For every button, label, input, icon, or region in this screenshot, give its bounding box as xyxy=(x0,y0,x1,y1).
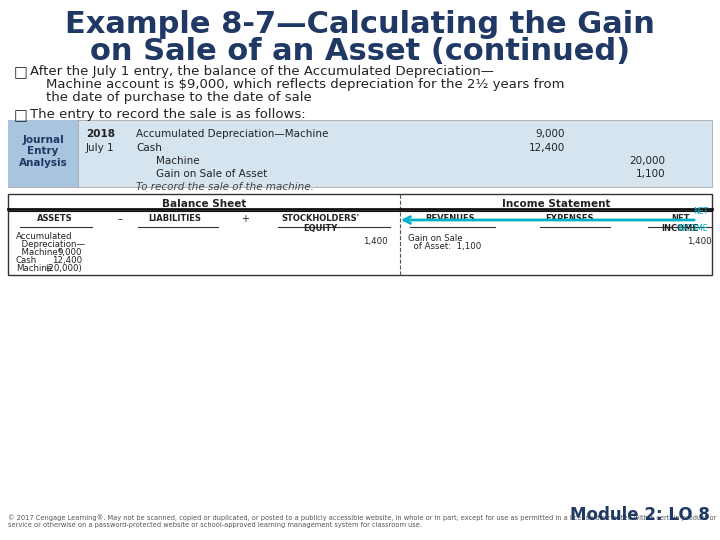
Bar xyxy=(8,120,712,187)
Text: □: □ xyxy=(14,108,28,123)
Text: 9,000: 9,000 xyxy=(58,248,82,257)
Text: Module 2: LO 8: Module 2: LO 8 xyxy=(570,506,710,524)
Text: □: □ xyxy=(14,65,28,80)
Text: Gain on Sale of Asset: Gain on Sale of Asset xyxy=(156,169,267,179)
Text: Balance Sheet: Balance Sheet xyxy=(162,199,246,209)
Text: 1,400: 1,400 xyxy=(364,237,388,246)
Text: 12,400: 12,400 xyxy=(52,256,82,265)
Text: (20,000): (20,000) xyxy=(45,264,82,273)
Text: After the July 1 entry, the balance of the Accumulated Depreciation—: After the July 1 entry, the balance of t… xyxy=(30,65,494,78)
Text: © 2017 Cengage Learning®. May not be scanned, copied or duplicated, or posted to: © 2017 Cengage Learning®. May not be sca… xyxy=(8,514,716,528)
Text: The entry to record the sale is as follows:: The entry to record the sale is as follo… xyxy=(30,108,305,121)
Text: NET
INCOME: NET INCOME xyxy=(662,214,698,233)
Text: 9,000: 9,000 xyxy=(536,129,565,139)
Text: STOCKHOLDERS'
EQUITY: STOCKHOLDERS' EQUITY xyxy=(281,214,359,233)
Bar xyxy=(8,120,78,187)
Bar xyxy=(8,194,712,275)
Text: INCOME: INCOME xyxy=(678,224,708,233)
Text: of Asset:  1,100: of Asset: 1,100 xyxy=(408,242,481,251)
Text: Cash: Cash xyxy=(136,143,162,153)
Text: +: + xyxy=(241,214,249,224)
Text: –: – xyxy=(633,214,637,224)
Text: July 1: July 1 xyxy=(86,143,114,153)
Text: Journal
Entry
Analysis: Journal Entry Analysis xyxy=(19,135,68,168)
Text: Income Statement: Income Statement xyxy=(502,199,611,209)
Text: REVENUES: REVENUES xyxy=(426,214,474,223)
Text: Accumulated: Accumulated xyxy=(16,232,73,241)
Text: 2018: 2018 xyxy=(86,129,115,139)
Text: Machine: Machine xyxy=(156,156,199,166)
Text: Gain on Sale: Gain on Sale xyxy=(408,234,463,243)
Text: on Sale of an Asset (continued): on Sale of an Asset (continued) xyxy=(90,37,630,66)
Text: 1,100: 1,100 xyxy=(635,169,665,179)
Text: the date of purchase to the date of sale: the date of purchase to the date of sale xyxy=(46,91,312,104)
Text: To record the sale of the machine.: To record the sale of the machine. xyxy=(136,182,314,192)
Text: Machine*: Machine* xyxy=(16,248,62,257)
Text: Accumulated Depreciation—Machine: Accumulated Depreciation—Machine xyxy=(136,129,328,139)
Text: 1,400: 1,400 xyxy=(688,237,712,246)
Text: Example 8-7—Calculating the Gain: Example 8-7—Calculating the Gain xyxy=(65,10,655,39)
Text: Machine: Machine xyxy=(16,264,53,273)
Text: LIABILITIES: LIABILITIES xyxy=(148,214,202,223)
Text: 20,000: 20,000 xyxy=(629,156,665,166)
Text: Machine account is $9,000, which reflects depreciation for the 2½ years from: Machine account is $9,000, which reflect… xyxy=(46,78,564,91)
Text: NET: NET xyxy=(693,207,708,216)
Text: –: – xyxy=(521,214,526,224)
Text: ASSETS: ASSETS xyxy=(37,214,73,223)
Text: EXPENSES: EXPENSES xyxy=(546,214,594,223)
Text: Depreciation—: Depreciation— xyxy=(16,240,85,249)
Text: Cash: Cash xyxy=(16,256,37,265)
Text: 12,400: 12,400 xyxy=(528,143,565,153)
Text: –: – xyxy=(117,214,122,224)
